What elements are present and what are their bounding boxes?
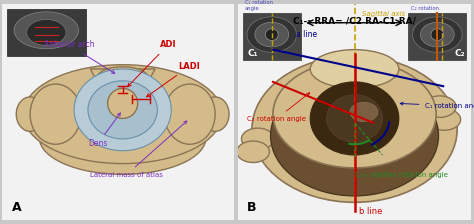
Text: C₁-₂ relative rotation angle: C₁-₂ relative rotation angle xyxy=(355,172,447,178)
Text: b line: b line xyxy=(359,207,383,216)
Text: Sagittal axis: Sagittal axis xyxy=(362,11,405,17)
Text: C₁-₂ RRA= /C2 RA-C1 RA/: C₁-₂ RRA= /C2 RA-C1 RA/ xyxy=(293,16,416,25)
Ellipse shape xyxy=(39,101,206,174)
Text: C₁ rotation
angle: C₁ rotation angle xyxy=(245,0,273,11)
Ellipse shape xyxy=(350,102,378,122)
Ellipse shape xyxy=(97,67,148,88)
Text: C₂: C₂ xyxy=(455,49,465,58)
Ellipse shape xyxy=(23,65,222,164)
Text: Lateral mass of atlas: Lateral mass of atlas xyxy=(90,121,187,177)
Ellipse shape xyxy=(241,128,274,150)
Text: C₂ rotation angle: C₂ rotation angle xyxy=(247,93,310,122)
Ellipse shape xyxy=(201,97,229,131)
Text: Anterior arch: Anterior arch xyxy=(44,41,115,73)
Ellipse shape xyxy=(327,95,383,142)
Ellipse shape xyxy=(108,88,137,118)
Text: Dens: Dens xyxy=(88,113,120,149)
Text: a line: a line xyxy=(296,30,318,39)
Ellipse shape xyxy=(265,29,278,41)
Ellipse shape xyxy=(88,81,157,139)
Bar xyxy=(408,13,466,60)
Text: LADI: LADI xyxy=(146,62,200,97)
Ellipse shape xyxy=(14,12,79,49)
Text: A: A xyxy=(12,201,21,214)
Ellipse shape xyxy=(164,84,215,144)
Ellipse shape xyxy=(420,22,454,47)
Ellipse shape xyxy=(16,97,44,131)
Text: C₁: C₁ xyxy=(247,49,258,58)
Ellipse shape xyxy=(310,82,399,155)
Ellipse shape xyxy=(310,50,399,88)
Text: C₁ rotation angle: C₁ rotation angle xyxy=(400,102,474,109)
Ellipse shape xyxy=(412,17,462,52)
Ellipse shape xyxy=(423,96,456,117)
Text: ADI: ADI xyxy=(128,41,176,87)
Polygon shape xyxy=(90,69,155,86)
Ellipse shape xyxy=(431,29,444,41)
Ellipse shape xyxy=(255,22,289,47)
Text: C₂ rotation: C₂ rotation xyxy=(410,6,438,11)
Ellipse shape xyxy=(74,69,171,151)
FancyBboxPatch shape xyxy=(0,3,236,222)
Ellipse shape xyxy=(273,60,436,168)
Ellipse shape xyxy=(271,75,438,196)
Text: B: B xyxy=(247,201,257,214)
FancyBboxPatch shape xyxy=(236,3,473,222)
Ellipse shape xyxy=(428,109,461,130)
Ellipse shape xyxy=(252,56,457,202)
Ellipse shape xyxy=(27,19,66,45)
Ellipse shape xyxy=(247,17,297,52)
Bar xyxy=(243,13,301,60)
Bar xyxy=(7,9,86,56)
Ellipse shape xyxy=(237,141,269,163)
Ellipse shape xyxy=(30,84,81,144)
